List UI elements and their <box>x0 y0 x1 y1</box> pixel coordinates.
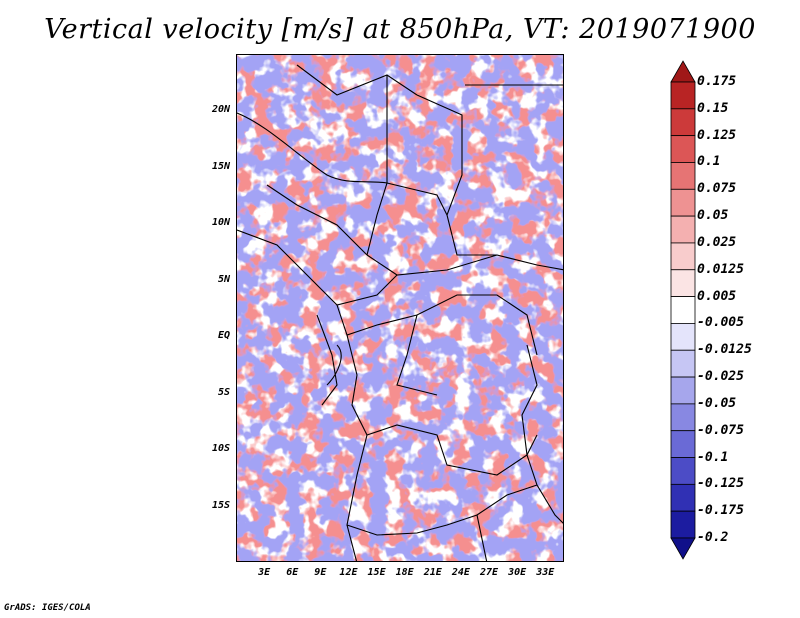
colorbar-bottom-triangle <box>670 537 696 560</box>
colorbar-label: -0.025 <box>697 369 744 385</box>
colorbar-label: 0.0125 <box>697 261 744 277</box>
lat-tick-label: 15S <box>211 499 230 511</box>
colorbar-segment <box>670 430 696 458</box>
vertical-velocity-field <box>237 55 563 561</box>
colorbar-label: 0.125 <box>697 127 737 143</box>
colorbar-segment <box>670 510 696 539</box>
colorbar-segment <box>670 457 696 485</box>
border-line <box>346 524 358 561</box>
lat-tick-label: 20N <box>211 104 230 116</box>
colorbar-segment <box>670 323 696 351</box>
border-line <box>336 294 538 356</box>
lon-tick-label: 18E <box>395 567 414 578</box>
colorbar-segment <box>670 81 696 110</box>
colorbar-segment <box>670 403 696 432</box>
map-title: Vertical velocity [m/s] at 850hPa, VT: 2… <box>44 14 756 45</box>
border-line <box>416 94 563 271</box>
border-line <box>346 434 538 536</box>
colorbar-segment <box>670 376 696 405</box>
colorbar-label: 0.005 <box>697 288 737 304</box>
colorbar-segment <box>670 108 696 137</box>
colorbar-label: -0.005 <box>697 315 744 331</box>
lon-tick-label: 12E <box>339 567 358 578</box>
colorbar-label: 0.075 <box>697 181 737 197</box>
colorbar-segment <box>670 135 696 163</box>
colorbar-segment <box>670 269 696 297</box>
lat-tick-label: 10S <box>211 443 230 455</box>
border-line <box>476 514 488 561</box>
lat-tick-label: 5N <box>217 273 230 285</box>
colorbar-top-triangle <box>670 60 696 83</box>
border-line <box>521 344 563 524</box>
lat-tick-label: EQ <box>217 330 230 342</box>
colorbar <box>670 60 696 560</box>
colorbar-label: -0.175 <box>697 503 744 519</box>
border-line <box>346 334 368 436</box>
colorbar-label: 0.05 <box>697 208 729 224</box>
lon-tick-label: 3E <box>258 567 271 578</box>
colorbar-label: -0.2 <box>697 530 729 545</box>
colorbar-label: -0.05 <box>697 395 737 411</box>
lon-tick-label: 24E <box>451 567 470 578</box>
colorbar-segment <box>670 215 696 244</box>
lon-tick-label: 15E <box>367 567 386 578</box>
colorbar-label: 0.15 <box>697 100 729 116</box>
lon-tick-label: 21E <box>423 567 442 578</box>
colorbar-label: 0.175 <box>697 74 737 89</box>
colorbar-label: 0.1 <box>697 154 721 170</box>
velocity-shading <box>237 55 563 561</box>
lat-tick-label: 5S <box>217 386 230 398</box>
border-line <box>266 184 368 256</box>
colorbar-segment <box>670 349 696 378</box>
border-line <box>386 182 448 216</box>
coastline <box>316 314 342 406</box>
lon-tick-label: 27E <box>479 567 499 578</box>
grads-credit: GrADS: IGES/COLA <box>4 603 91 613</box>
lon-tick-label: 9E <box>314 567 327 578</box>
border-line <box>237 112 388 184</box>
lon-tick-label: 33E <box>536 567 555 578</box>
colorbar-label: -0.0125 <box>697 342 752 358</box>
lat-tick-label: 15N <box>211 160 230 172</box>
colorbar-segment <box>670 296 696 324</box>
border-line <box>237 229 398 306</box>
lon-tick-label: 30E <box>508 567 527 578</box>
country-borders <box>237 64 563 561</box>
colorbar-label: -0.1 <box>697 449 729 465</box>
colorbar-label: -0.125 <box>697 476 744 492</box>
colorbar-segment <box>670 162 696 190</box>
lat-tick-label: 10N <box>211 217 230 229</box>
lon-tick-label: 6E <box>286 567 299 578</box>
colorbar-label: 0.025 <box>697 234 737 250</box>
border-line <box>296 64 418 96</box>
border-line <box>396 314 438 396</box>
map-panel <box>236 54 564 562</box>
colorbar-segment <box>670 483 696 512</box>
colorbar-segment <box>670 188 696 217</box>
border-line <box>366 75 388 256</box>
border-line <box>366 254 498 276</box>
colorbar-label: -0.075 <box>697 422 744 438</box>
colorbar-segment <box>670 242 696 271</box>
